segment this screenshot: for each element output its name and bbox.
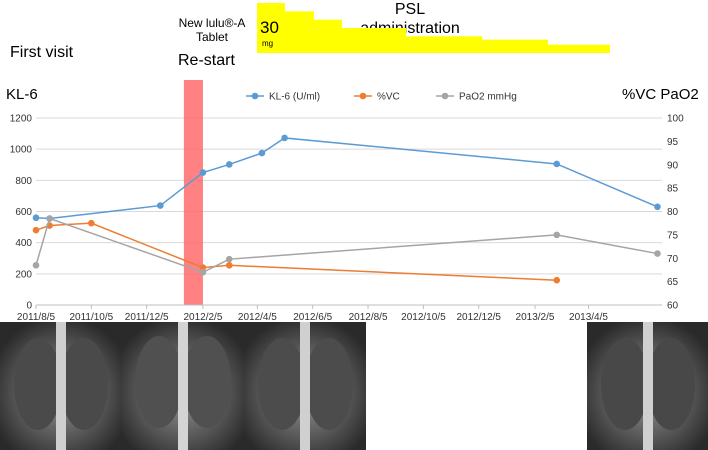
psl-dose-bar: 30 mg (257, 3, 610, 54)
x-tick-label: 2011/12/5 (125, 312, 169, 323)
data-point (156, 202, 164, 209)
x-tick-label: 2012/8/5 (349, 312, 388, 323)
series-line (35, 217, 658, 274)
first-visit-text: First visit (10, 44, 74, 61)
y-left-tick-label: 400 (15, 238, 32, 249)
xray-image-3 (244, 322, 366, 450)
data-point (199, 268, 207, 276)
right-axis-title: %VC PaO2 (622, 86, 699, 104)
y-right-tick-label: 60 (667, 301, 679, 312)
x-tick-label: 2013/4/5 (569, 312, 608, 323)
data-point (553, 160, 561, 168)
restart-text: Re-start (178, 52, 235, 69)
x-tick-label: 2012/12/5 (456, 312, 501, 323)
restart-label: Re-start (178, 52, 235, 70)
legend-label: %VC (377, 92, 400, 103)
data-point (258, 149, 266, 157)
data-point (553, 231, 561, 239)
y-right-tick-label: 90 (667, 160, 679, 171)
restart-band (183, 80, 203, 305)
psl-dose-step (342, 28, 406, 53)
data-point (88, 219, 95, 227)
data-point (32, 214, 40, 222)
x-tick-label: 2012/2/5 (183, 312, 222, 323)
left-axis-title: KL-6 (6, 86, 38, 104)
y-right-tick-label: 75 (667, 230, 679, 241)
psl-dose-step (406, 36, 482, 53)
drug-name: New lulu®-A (178, 16, 246, 30)
dose-unit: mg (262, 39, 273, 48)
y-left-tick-label: 1000 (10, 145, 33, 156)
xray-image-1 (0, 322, 121, 450)
data-point (654, 250, 661, 257)
data-point (281, 134, 288, 142)
legend-marker (441, 92, 449, 100)
y-right-tick-label: 85 (667, 184, 679, 195)
x-tick-label: 2013/2/5 (516, 312, 555, 323)
x-tick-label: 2012/6/5 (293, 312, 332, 323)
legend-marker (359, 92, 367, 100)
x-tick-label: 2011/8/5 (17, 312, 56, 323)
y-right-tick-label: 100 (667, 114, 684, 125)
data-point (225, 255, 233, 263)
y-left-tick-label: 800 (15, 176, 32, 187)
legend-label: KL-6 (U/ml) (269, 92, 320, 103)
xray-image-4 (587, 322, 708, 450)
psl-dose-step (482, 39, 548, 53)
y-left-tick-label: 200 (15, 269, 32, 280)
x-tick-label: 2012/10/5 (401, 312, 446, 323)
data-point (46, 215, 53, 222)
series-line (35, 222, 557, 281)
psl-dose-step (548, 44, 610, 53)
y-left-tick-label: 600 (15, 207, 32, 218)
series-line (35, 137, 658, 220)
psl-dose-step (257, 3, 285, 53)
drug-form: Tablet (195, 30, 229, 44)
left-axis-title-text: KL-6 (6, 86, 38, 103)
right-axis-title-text: %VC PaO2 (622, 86, 699, 103)
drug-label: New lulu®-A Tablet (166, 16, 258, 44)
y-left-tick-label: 1200 (10, 114, 33, 125)
y-left-tick-label: 0 (26, 301, 32, 312)
legend-label: PaO2 mmHg (459, 92, 517, 103)
y-right-tick-label: 65 (667, 277, 679, 288)
data-point (199, 264, 207, 271)
legend-marker (251, 92, 259, 100)
data-point (225, 261, 233, 269)
xray-image-2 (121, 322, 244, 450)
first-visit-label: First visit (10, 44, 73, 62)
psl-line-1: PSL (394, 1, 426, 18)
line-chart: 0 200 400 600 800 1000 1200 60 65 70 75 80 85 90 95 100… (10, 80, 684, 323)
data-point (225, 161, 233, 168)
psl-dose-step (285, 11, 314, 54)
data-point (32, 226, 40, 234)
data-point (32, 261, 40, 269)
y-right-tick-label: 70 (667, 254, 679, 265)
y-right-tick-label: 95 (667, 137, 679, 148)
y-right-tick-label: 80 (667, 207, 679, 218)
psl-dose-step (314, 19, 342, 54)
x-tick-label: 2012/4/5 (238, 312, 277, 323)
data-point (553, 276, 561, 284)
x-tick-label: 2011/10/5 (69, 312, 113, 323)
data-point (199, 169, 207, 176)
data-point (654, 203, 661, 211)
dose-value: 30 (260, 18, 279, 37)
